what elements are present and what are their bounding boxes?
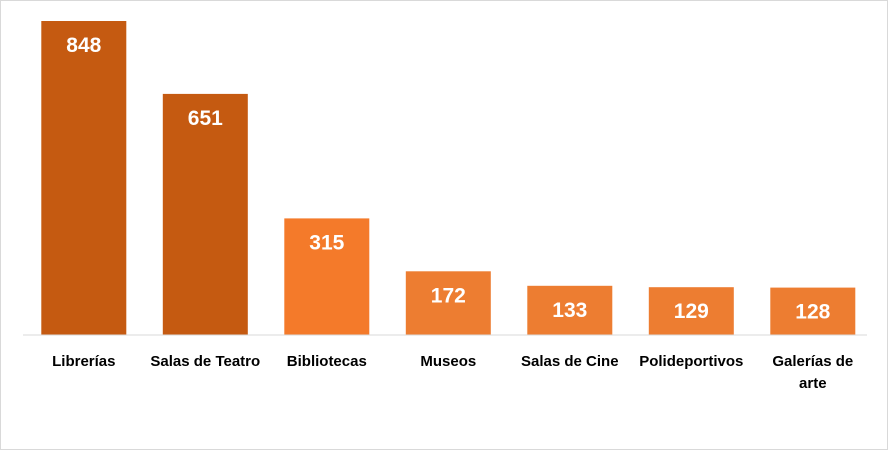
bars-layer — [41, 21, 856, 336]
value-labels-layer: 848 651 315 172 133 129 128 — [66, 34, 830, 324]
bar-value-label-3: 172 — [431, 284, 466, 307]
bar-6 — [770, 287, 856, 335]
category-label-0: Librerías — [52, 353, 115, 370]
bar-1 — [162, 93, 248, 336]
bar-value-label-0: 848 — [66, 34, 101, 57]
bar-value-label-6: 128 — [795, 301, 830, 324]
bar-value-label-5: 129 — [674, 300, 709, 323]
bar-2 — [284, 218, 370, 335]
bar-4 — [527, 285, 613, 335]
bar-value-label-2: 315 — [309, 231, 344, 254]
category-label-2: Bibliotecas — [287, 353, 367, 370]
bar-0 — [41, 21, 127, 335]
bar-5 — [648, 287, 734, 335]
bar-value-label-4: 133 — [552, 299, 587, 322]
category-label-3: Museos — [420, 353, 476, 370]
category-label-4: Salas de Cine — [521, 353, 619, 370]
bar-value-label-1: 651 — [188, 107, 223, 130]
category-label-6: Galerías de arte — [772, 353, 853, 392]
category-label-1: Salas de Teatro — [150, 353, 260, 370]
category-label-5: Polideportivos — [639, 353, 743, 370]
bar-3 — [405, 271, 491, 335]
category-labels-layer: Librerías Salas de Teatro Bibliotecas Museo… — [52, 353, 853, 392]
